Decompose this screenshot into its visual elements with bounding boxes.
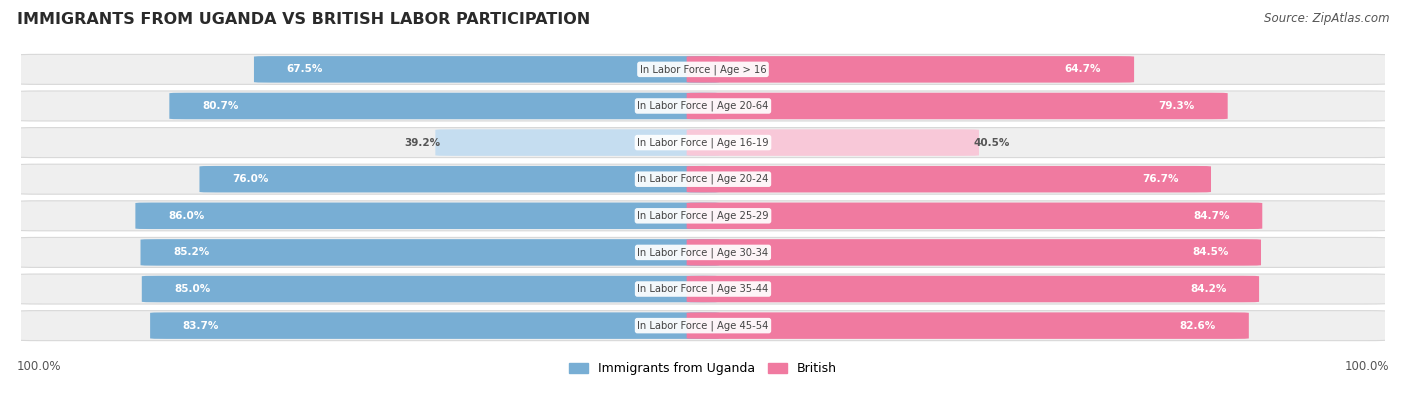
Text: In Labor Force | Age 20-24: In Labor Force | Age 20-24 [637, 174, 769, 184]
FancyBboxPatch shape [14, 201, 1392, 231]
Text: 80.7%: 80.7% [202, 101, 239, 111]
Text: 86.0%: 86.0% [169, 211, 204, 221]
FancyBboxPatch shape [686, 93, 1227, 119]
FancyBboxPatch shape [254, 56, 720, 83]
FancyBboxPatch shape [14, 310, 1392, 340]
Text: IMMIGRANTS FROM UGANDA VS BRITISH LABOR PARTICIPATION: IMMIGRANTS FROM UGANDA VS BRITISH LABOR … [17, 12, 591, 27]
Text: Source: ZipAtlas.com: Source: ZipAtlas.com [1264, 12, 1389, 25]
FancyBboxPatch shape [686, 239, 1261, 266]
Text: 76.0%: 76.0% [232, 174, 269, 184]
Text: In Labor Force | Age 30-34: In Labor Force | Age 30-34 [637, 247, 769, 258]
Text: 67.5%: 67.5% [287, 64, 323, 74]
Legend: Immigrants from Uganda, British: Immigrants from Uganda, British [564, 357, 842, 380]
Text: In Labor Force | Age > 16: In Labor Force | Age > 16 [640, 64, 766, 75]
Text: 76.7%: 76.7% [1142, 174, 1178, 184]
Text: 82.6%: 82.6% [1180, 321, 1216, 331]
FancyBboxPatch shape [135, 203, 720, 229]
Text: 84.7%: 84.7% [1194, 211, 1230, 221]
Text: In Labor Force | Age 45-54: In Labor Force | Age 45-54 [637, 320, 769, 331]
Text: In Labor Force | Age 16-19: In Labor Force | Age 16-19 [637, 137, 769, 148]
Text: 40.5%: 40.5% [973, 137, 1010, 148]
Text: In Labor Force | Age 25-29: In Labor Force | Age 25-29 [637, 211, 769, 221]
Text: 85.2%: 85.2% [173, 247, 209, 258]
FancyBboxPatch shape [200, 166, 720, 192]
FancyBboxPatch shape [14, 128, 1392, 158]
Text: 85.0%: 85.0% [174, 284, 211, 294]
Text: 83.7%: 83.7% [183, 321, 219, 331]
Text: 84.2%: 84.2% [1189, 284, 1226, 294]
Text: In Labor Force | Age 35-44: In Labor Force | Age 35-44 [637, 284, 769, 294]
FancyBboxPatch shape [14, 91, 1392, 121]
FancyBboxPatch shape [686, 276, 1260, 302]
FancyBboxPatch shape [436, 129, 720, 156]
FancyBboxPatch shape [141, 239, 720, 266]
FancyBboxPatch shape [686, 129, 979, 156]
FancyBboxPatch shape [686, 203, 1263, 229]
FancyBboxPatch shape [686, 56, 1135, 83]
FancyBboxPatch shape [14, 164, 1392, 194]
FancyBboxPatch shape [14, 274, 1392, 304]
FancyBboxPatch shape [14, 237, 1392, 267]
FancyBboxPatch shape [686, 166, 1211, 192]
Text: 84.5%: 84.5% [1192, 247, 1229, 258]
FancyBboxPatch shape [169, 93, 720, 119]
FancyBboxPatch shape [14, 55, 1392, 85]
FancyBboxPatch shape [150, 312, 720, 339]
Text: 39.2%: 39.2% [405, 137, 441, 148]
Text: In Labor Force | Age 20-64: In Labor Force | Age 20-64 [637, 101, 769, 111]
Text: 64.7%: 64.7% [1064, 64, 1101, 74]
FancyBboxPatch shape [686, 312, 1249, 339]
Text: 79.3%: 79.3% [1159, 101, 1195, 111]
Text: 100.0%: 100.0% [17, 360, 62, 373]
Text: 100.0%: 100.0% [1344, 360, 1389, 373]
FancyBboxPatch shape [142, 276, 720, 302]
